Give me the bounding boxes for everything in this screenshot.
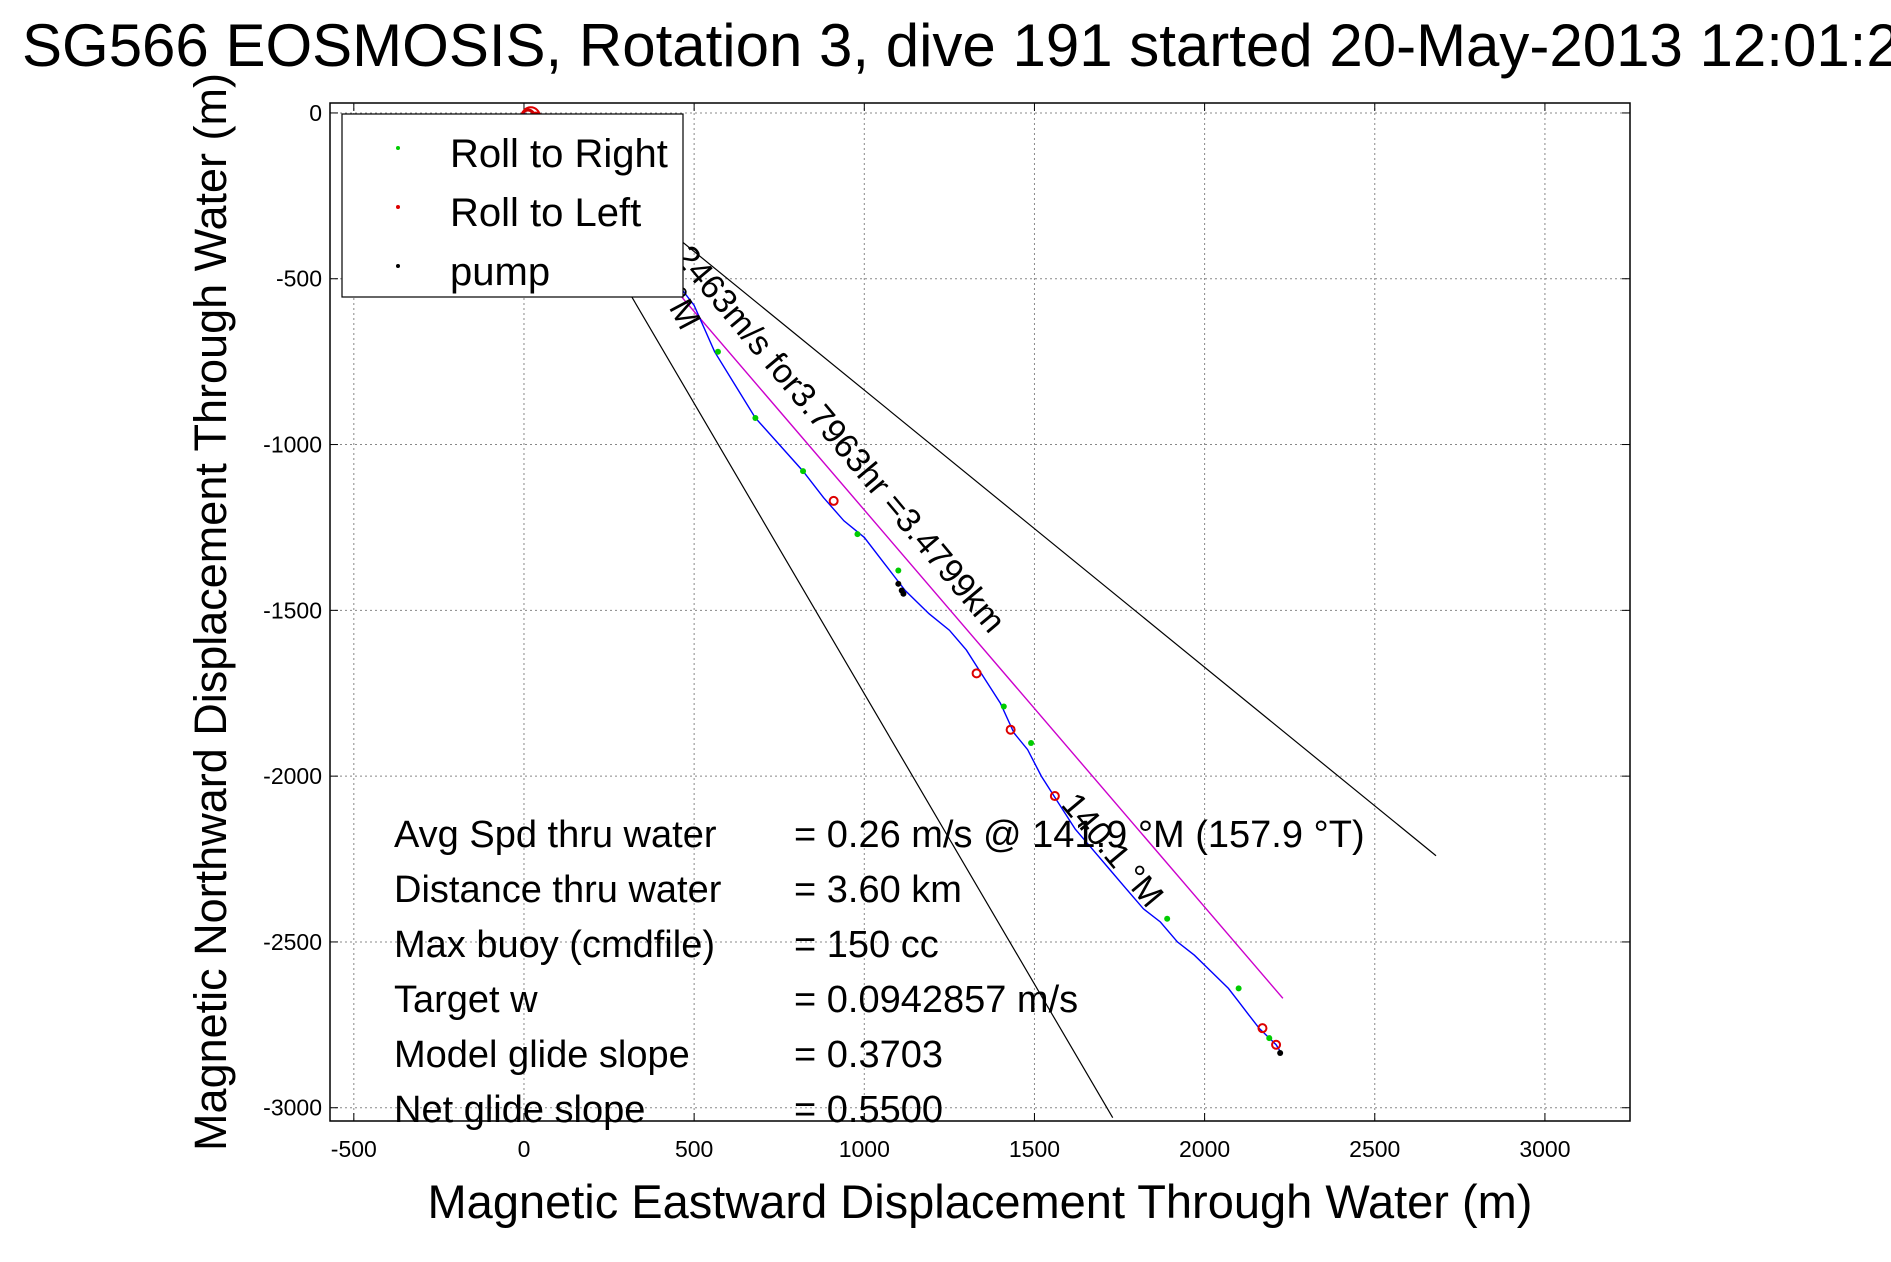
y-tick-label: -2000 bbox=[263, 763, 322, 789]
roll-left-point bbox=[971, 668, 982, 679]
roll-right-point bbox=[854, 531, 861, 538]
x-tick-label: 1500 bbox=[1009, 1136, 1060, 1162]
roll-right-point bbox=[1266, 1035, 1273, 1042]
roll-left-point bbox=[1005, 724, 1016, 735]
y-axis-ticks: 0 -500 -1000 -1500 -2000 -2500 -3000 bbox=[263, 100, 1630, 1121]
roll-right-point bbox=[1000, 703, 1007, 710]
roll-right-point bbox=[714, 348, 721, 355]
y-tick-label: 0 bbox=[309, 100, 322, 126]
y-tick-label: -3000 bbox=[263, 1095, 322, 1121]
chart-title: SG566 EOSMOSIS, Rotation 3, dive 191 sta… bbox=[22, 12, 1891, 79]
roll-right-point bbox=[1235, 985, 1242, 992]
stat-target-w-value: = 0.0942857 m/s bbox=[794, 979, 1078, 1021]
x-axis-ticks: -500 0 500 1000 1500 2000 2500 3000 bbox=[331, 103, 1571, 1162]
legend-marker-pump bbox=[396, 264, 400, 268]
stat-avg-speed-value: = 0.26 m/s @ 141.9 °M (157.9 °T) bbox=[794, 814, 1365, 856]
legend-label-roll-right: Roll to Right bbox=[450, 132, 668, 176]
roll-left-point bbox=[828, 495, 839, 506]
chart-legend: Roll to Right Roll to Left pump bbox=[341, 113, 684, 298]
legend-marker-roll-left bbox=[396, 205, 400, 209]
dive-track-line bbox=[523, 112, 1281, 1052]
stat-max-buoy-label: Max buoy (cmdfile) bbox=[394, 924, 715, 966]
legend-label-roll-left: Roll to Left bbox=[450, 191, 641, 235]
stat-avg-speed-label: Avg Spd thru water bbox=[394, 814, 717, 856]
dive-statistics: Avg Spd thru water = 0.26 m/s @ 141.9 °M… bbox=[394, 814, 1365, 1131]
legend-label-pump: pump bbox=[450, 250, 550, 294]
pump-point bbox=[895, 580, 902, 587]
stat-net-glide-label: Net glide slope bbox=[394, 1089, 645, 1131]
x-tick-label: -500 bbox=[331, 1136, 377, 1162]
stat-distance-value: = 3.60 km bbox=[794, 869, 962, 911]
roll-left-point bbox=[1257, 1023, 1268, 1034]
roll-right-point bbox=[1028, 739, 1035, 746]
x-tick-label: 3000 bbox=[1519, 1136, 1570, 1162]
y-axis-label: Magnetic Northward Displacement Through … bbox=[185, 73, 236, 1151]
roll-left-point bbox=[1049, 791, 1060, 802]
x-tick-label: 2500 bbox=[1349, 1136, 1400, 1162]
stat-model-glide-value: = 0.3703 bbox=[794, 1034, 943, 1076]
stat-target-w-label: Target w bbox=[394, 979, 538, 1021]
roll-left-point bbox=[1271, 1039, 1282, 1050]
x-tick-label: 2000 bbox=[1179, 1136, 1230, 1162]
stat-distance-label: Distance thru water bbox=[394, 869, 722, 911]
y-tick-label: -1500 bbox=[263, 597, 322, 623]
stat-max-buoy-value: = 150 cc bbox=[794, 924, 939, 966]
roll-right-point bbox=[800, 468, 807, 475]
roll-right-point bbox=[895, 567, 902, 574]
pump-point bbox=[900, 590, 907, 597]
pump-point bbox=[1277, 1050, 1284, 1057]
x-tick-label: 0 bbox=[518, 1136, 531, 1162]
legend-marker-roll-right bbox=[396, 146, 400, 150]
roll-right-point bbox=[752, 415, 759, 422]
y-tick-label: -500 bbox=[276, 266, 322, 292]
stat-net-glide-value: = 0.5500 bbox=[794, 1089, 943, 1131]
x-tick-label: 1000 bbox=[839, 1136, 890, 1162]
y-tick-label: -1000 bbox=[263, 432, 322, 458]
stat-model-glide-label: Model glide slope bbox=[394, 1034, 690, 1076]
x-tick-label: 500 bbox=[675, 1136, 713, 1162]
roll-right-point bbox=[1164, 915, 1171, 922]
x-axis-label: Magnetic Eastward Displacement Through W… bbox=[428, 1175, 1533, 1228]
y-tick-label: -2500 bbox=[263, 929, 322, 955]
